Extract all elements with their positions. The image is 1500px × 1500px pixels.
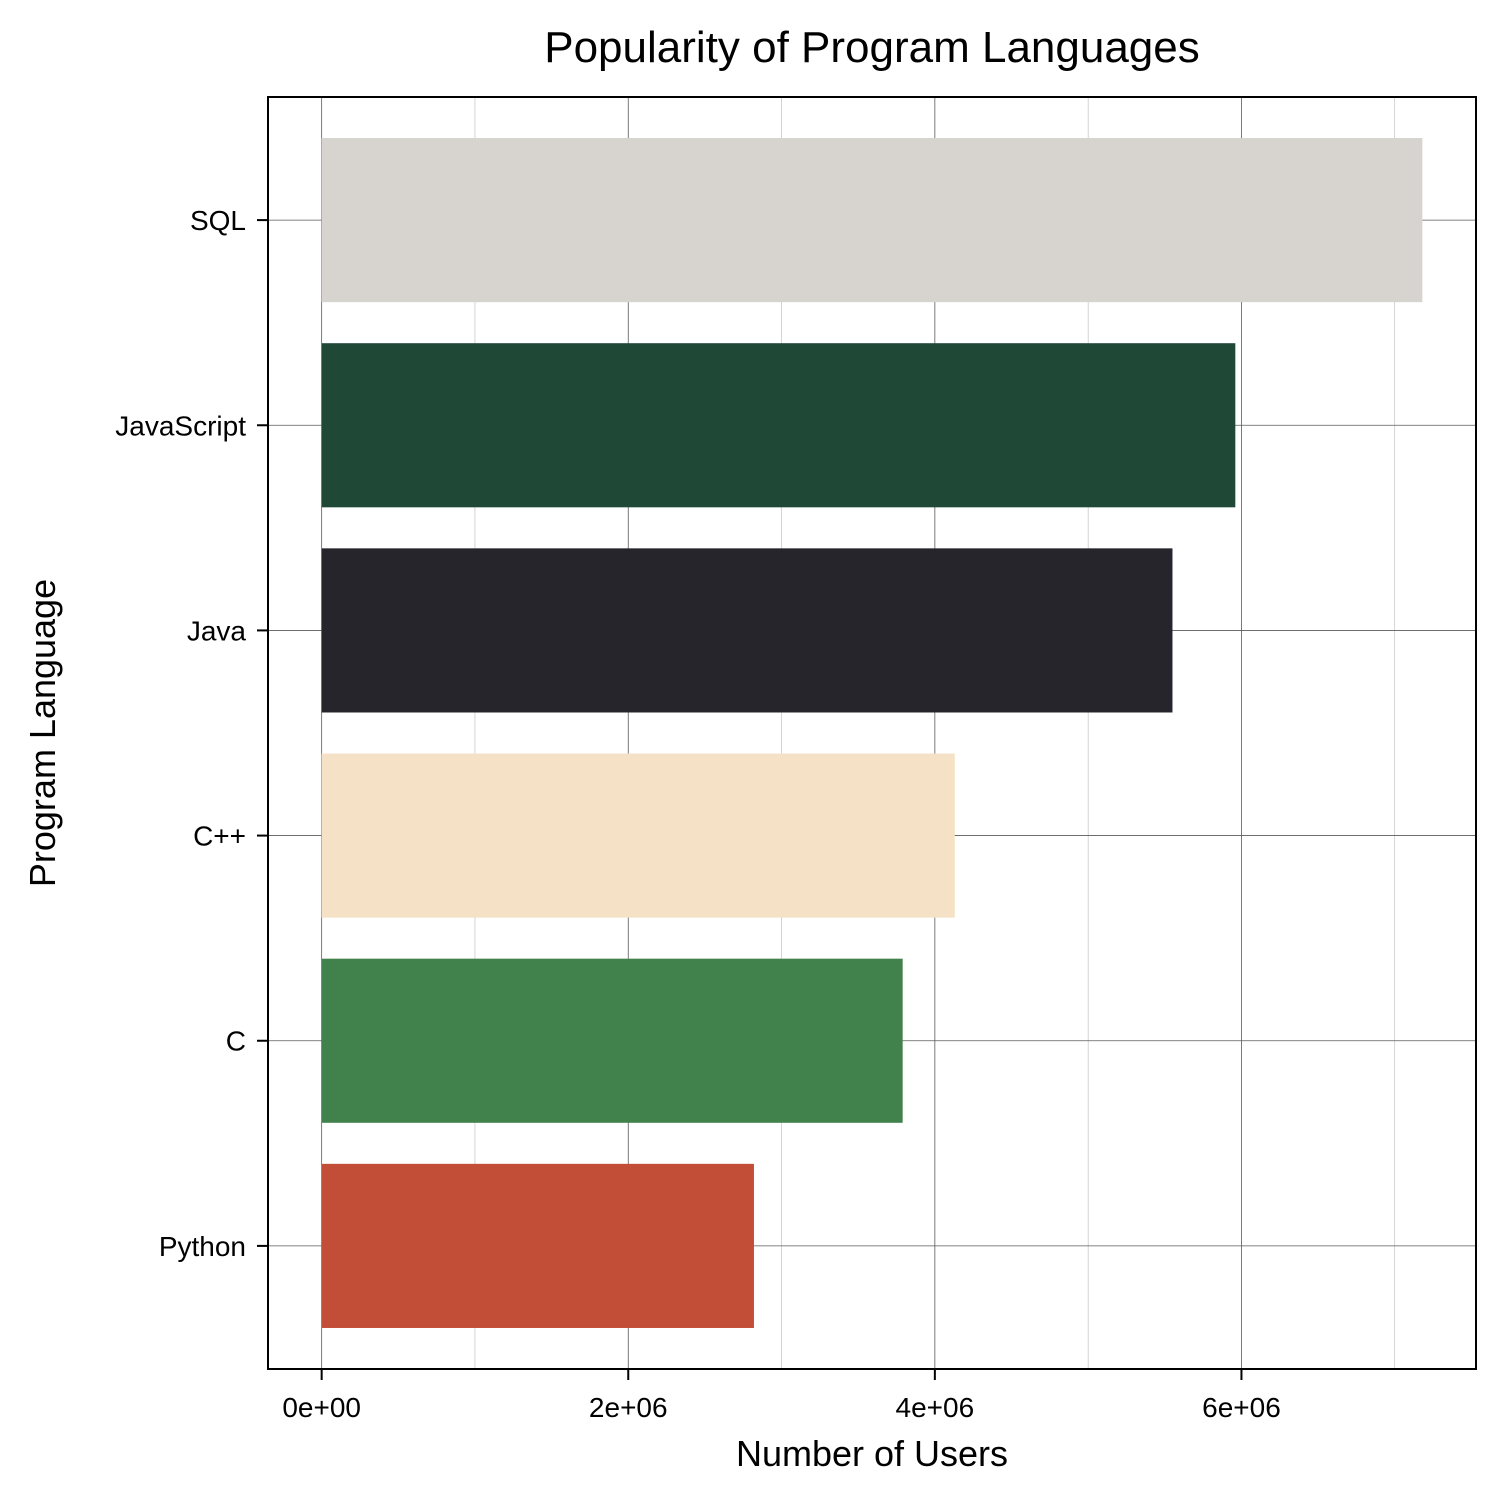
y-tick-label: C++ xyxy=(193,821,246,852)
plot-area xyxy=(268,97,1476,1369)
y-tick-label: Python xyxy=(159,1231,246,1262)
bar-cpp xyxy=(321,753,955,918)
bar-javascript xyxy=(321,343,1236,508)
x-axis: 0e+00 2e+06 4e+06 6e+06 xyxy=(282,1369,1281,1423)
chart-title: Popularity of Program Languages xyxy=(544,23,1200,72)
bar-python xyxy=(321,1163,754,1328)
bars xyxy=(321,138,1423,1328)
plot-frame xyxy=(267,96,1477,1370)
minor-gridlines xyxy=(474,97,1396,1369)
y-axis-title: Program Language xyxy=(22,579,63,887)
x-axis-title: Number of Users xyxy=(736,1433,1008,1474)
bar-c xyxy=(321,958,903,1123)
y-axis: Python C C++ Java JavaScript SQL xyxy=(115,205,268,1262)
x-tick-label: 4e+06 xyxy=(896,1392,975,1423)
y-tick-label: JavaScript xyxy=(115,410,246,441)
x-tick-label: 6e+06 xyxy=(1202,1392,1281,1423)
x-tick-label: 2e+06 xyxy=(589,1392,668,1423)
bar-java xyxy=(321,548,1173,713)
y-tick-label: Java xyxy=(187,615,247,646)
y-tick-label: C xyxy=(226,1026,246,1057)
bar-sql xyxy=(321,138,1423,303)
x-tick-label: 0e+00 xyxy=(282,1392,361,1423)
y-tick-label: SQL xyxy=(190,205,246,236)
